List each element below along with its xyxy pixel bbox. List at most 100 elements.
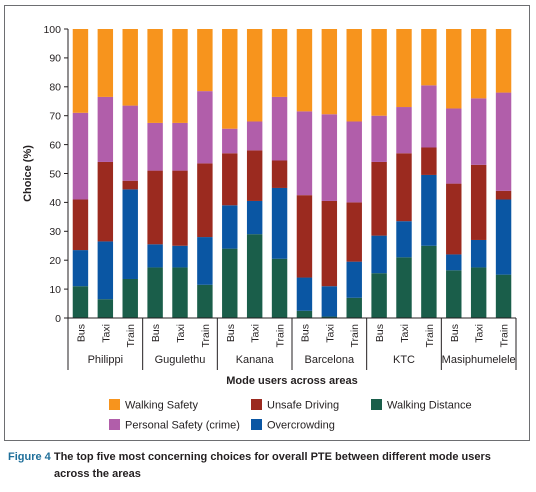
bar-segment-personal-safety-crime: [446, 108, 462, 184]
legend-swatch: [109, 419, 120, 430]
bar-segment-walking-distance: [371, 273, 387, 318]
x-axis-title: Mode users across areas: [226, 375, 357, 387]
y-tick-label: 60: [49, 139, 61, 151]
mode-label: Taxi: [324, 324, 336, 343]
bar-segment-unsafe-driving: [296, 195, 313, 278]
bar-segment-unsafe-driving: [396, 153, 412, 222]
bar-segment-personal-safety-crime: [72, 112, 89, 200]
mode-label: Bus: [374, 324, 386, 342]
y-tick-label: 0: [55, 313, 61, 325]
bar-segment-overcrowding: [172, 245, 188, 268]
legend-label: Walking Safety: [125, 400, 198, 412]
y-tick-label: 40: [49, 197, 61, 209]
mode-label: Train: [200, 324, 212, 348]
bar-segment-walking-distance: [72, 286, 89, 318]
bar-segment-personal-safety-crime: [346, 121, 362, 203]
bar-segment-unsafe-driving: [147, 170, 163, 245]
y-tick-label: 50: [49, 168, 61, 180]
bar-segment-unsafe-driving: [122, 180, 138, 190]
mode-label: Taxi: [175, 324, 187, 343]
bar-segment-personal-safety-crime: [172, 122, 188, 171]
bar-segment-walking-distance: [246, 234, 263, 318]
legend-label: Overcrowding: [267, 420, 335, 432]
bar-segment-walking-distance: [495, 274, 512, 318]
bar-segment-personal-safety-crime: [495, 92, 512, 191]
figure-label: Figure 4: [8, 451, 51, 463]
mode-label: Train: [499, 324, 511, 348]
bar-segment-personal-safety-crime: [396, 107, 412, 154]
bar-segment-personal-safety-crime: [246, 121, 263, 151]
bar-segment-walking-distance: [346, 297, 362, 318]
bar-segment-overcrowding: [72, 250, 89, 287]
bar-segment-personal-safety-crime: [122, 105, 138, 181]
bar-segment-unsafe-driving: [470, 164, 487, 240]
chart-frame: Bus Taxi Train Bus Taxi Train Bus Taxi Train Bus T…: [4, 5, 530, 441]
legend-swatch: [371, 399, 382, 410]
bar-segment-overcrowding: [147, 244, 163, 268]
legend-label: Walking Distance: [387, 400, 472, 412]
bar-segment-walking-distance: [470, 267, 487, 318]
mode-label: Train: [349, 324, 361, 348]
bar-segment-overcrowding: [296, 277, 313, 311]
bar-segment-overcrowding: [97, 241, 114, 300]
bar-segment-walking-safety: [296, 29, 313, 112]
bar-segment-walking-distance: [172, 267, 188, 318]
bar-segment-walking-safety: [495, 29, 512, 93]
caption-text-line2: across the areas: [54, 468, 141, 480]
bar-segment-walking-distance: [446, 270, 462, 318]
bar-segment-unsafe-driving: [97, 161, 114, 242]
bar-segment-unsafe-driving: [346, 202, 362, 262]
bar-segment-walking-safety: [346, 29, 362, 122]
bar-segment-walking-distance: [197, 284, 213, 318]
bar-segment-walking-safety: [396, 29, 412, 108]
bar-segment-walking-distance: [122, 278, 138, 318]
bar-segment-walking-safety: [421, 29, 437, 86]
bar-segment-walking-safety: [321, 29, 338, 115]
bar-segment-walking-distance: [97, 299, 114, 318]
bar-segment-walking-safety: [122, 29, 138, 106]
area-label: KTC: [393, 354, 415, 366]
bar-segment-walking-safety: [371, 29, 387, 116]
mode-label: Train: [125, 324, 137, 348]
bar-segment-overcrowding: [246, 200, 263, 235]
mode-label: Bus: [75, 324, 87, 342]
y-tick-label: 30: [49, 226, 61, 238]
bar-segment-overcrowding: [371, 235, 387, 274]
bar-segment-walking-distance: [296, 310, 313, 318]
caption-text-line1: The top five most concerning choices for…: [50, 451, 491, 463]
bar-segment-personal-safety-crime: [222, 128, 238, 154]
bar-segment-walking-distance: [147, 267, 163, 318]
bar-segment-overcrowding: [346, 261, 362, 298]
stacked-bar-chart: Bus Taxi Train Bus Taxi Train Bus Taxi Train Bus T…: [22, 24, 517, 432]
y-axis-title: Choice (%): [22, 145, 34, 202]
y-tick-label: 100: [43, 24, 61, 36]
mode-label: Train: [424, 324, 436, 348]
bar-segment-personal-safety-crime: [97, 96, 114, 162]
legend-label: Unsafe Driving: [267, 400, 339, 412]
legend-label: Personal Safety (crime): [125, 420, 240, 432]
mode-label: Bus: [150, 324, 162, 342]
bar-segment-unsafe-driving: [271, 160, 288, 188]
bar-segment-walking-distance: [271, 258, 288, 318]
bar-segment-overcrowding: [321, 286, 338, 317]
bar-segment-personal-safety-crime: [470, 98, 487, 165]
legend-swatch: [251, 419, 262, 430]
bar-segment-overcrowding: [222, 205, 238, 249]
figure-caption: Figure 4 The top five most concerning ch…: [8, 449, 528, 483]
bar-segment-walking-safety: [72, 29, 89, 113]
bar-segment-walking-safety: [147, 29, 163, 123]
mode-label: Taxi: [399, 324, 411, 343]
bar-segment-unsafe-driving: [222, 153, 238, 206]
bar-segment-overcrowding: [271, 187, 288, 259]
legend-swatch: [251, 399, 262, 410]
bar-segment-personal-safety-crime: [296, 111, 313, 196]
bar-segment-overcrowding: [421, 174, 437, 246]
mode-label: Bus: [225, 324, 237, 342]
bar-segment-overcrowding: [197, 237, 213, 285]
y-tick-label: 80: [49, 82, 61, 94]
bar-segment-walking-distance: [222, 248, 238, 318]
mode-label: Taxi: [474, 324, 486, 343]
area-label: Philippi: [88, 354, 123, 366]
bar-segment-walking-safety: [172, 29, 188, 123]
bar-segment-overcrowding: [446, 254, 462, 271]
